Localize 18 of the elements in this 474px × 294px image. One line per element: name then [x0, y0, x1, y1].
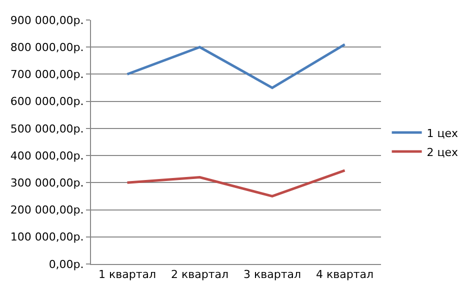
y-tick-label: 200 000,00р. [10, 204, 84, 217]
y-tick-label: 300 000,00р. [10, 176, 84, 190]
line-series [126, 169, 346, 198]
y-tick-label: 400 000,00р. [10, 149, 84, 162]
x-tick-label: 3 квартал [243, 268, 302, 282]
legend-label: 2 цех [426, 146, 459, 159]
y-tick-label: 0,00р. [48, 258, 84, 271]
x-tick-label: 2 квартал [170, 268, 229, 282]
y-tick-label: 500 000,00р. [10, 122, 84, 136]
y-tick-label: 100 000,00р. [10, 230, 84, 244]
y-tick-label: 800 000,00р. [10, 40, 84, 54]
y-tick-label: 700 000,00р. [10, 68, 84, 82]
y-tick-label: 600 000,00р. [10, 95, 84, 108]
y-tick-label: 900 000,00р. [10, 14, 84, 27]
x-tick-label: 4 квартал [316, 268, 374, 282]
x-tick-label: 1 квартал [98, 268, 156, 282]
legend-label: 1 цех [426, 126, 459, 140]
line-series [126, 43, 346, 90]
